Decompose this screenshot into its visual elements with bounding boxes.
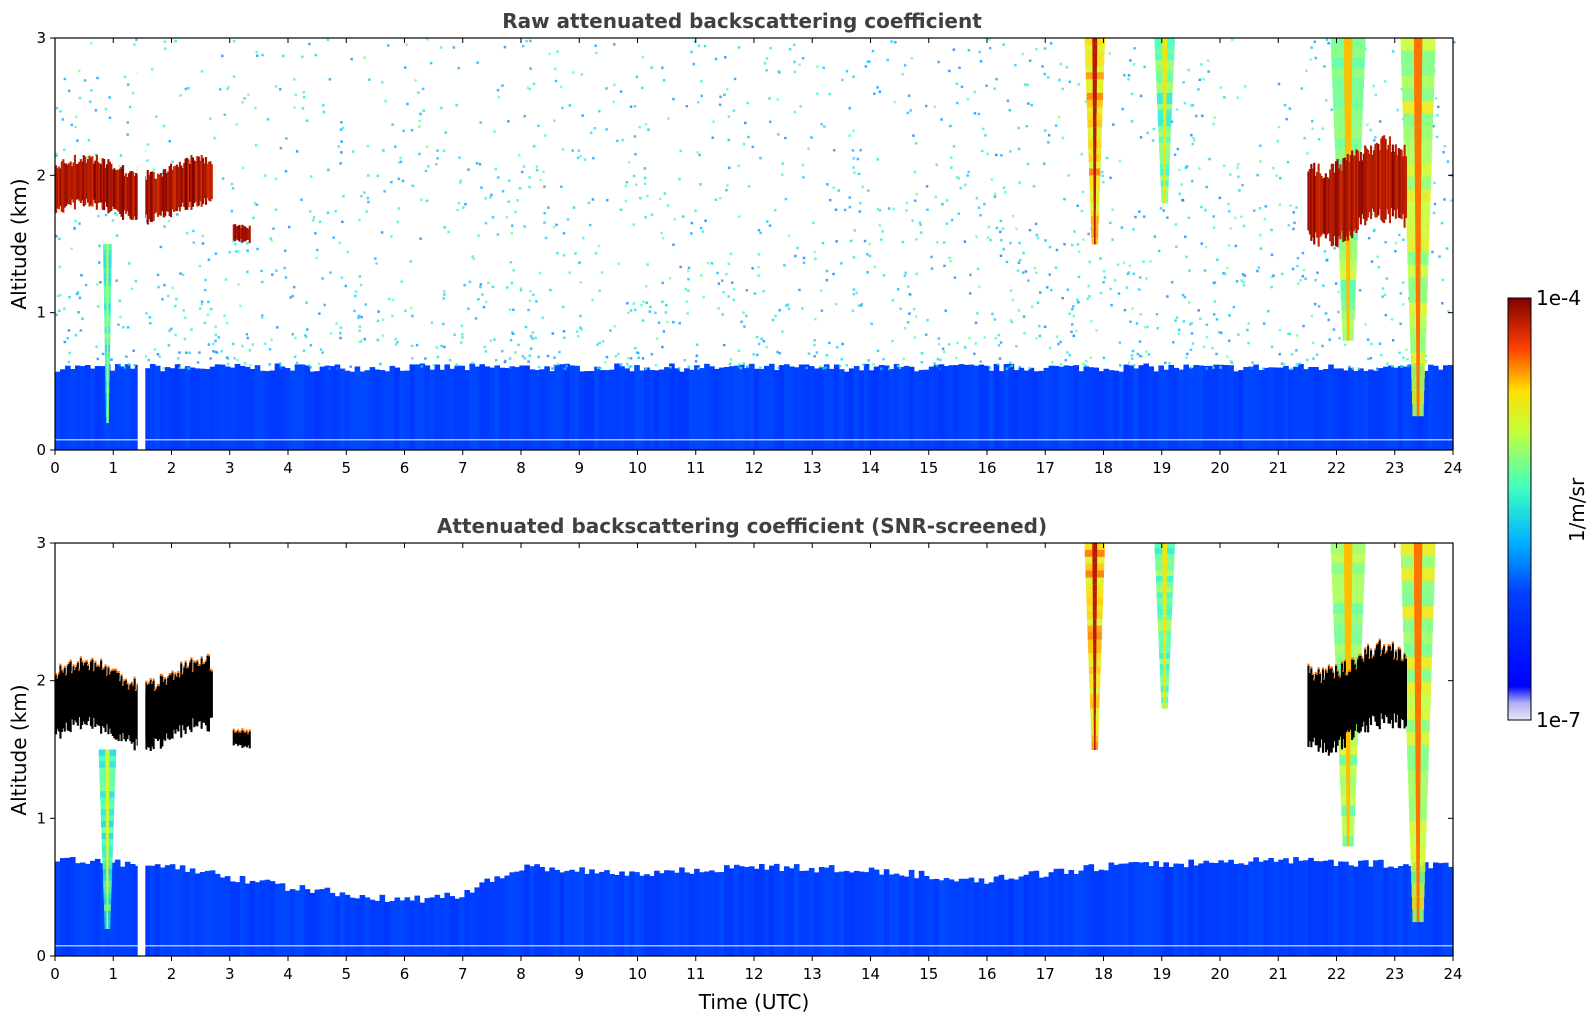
x-tick-label: 0 bbox=[50, 965, 60, 983]
colorbar-max-label: 1e-4 bbox=[1536, 286, 1581, 310]
x-tick-label: 2 bbox=[167, 459, 177, 477]
x-tick-label: 16 bbox=[977, 459, 996, 477]
panel-1-plot bbox=[55, 38, 1456, 450]
x-tick-label: 8 bbox=[516, 965, 526, 983]
panel-2-plot bbox=[55, 543, 1454, 956]
x-tick-label: 1 bbox=[108, 965, 118, 983]
panel-2-x-label: Time (UTC) bbox=[698, 990, 810, 1014]
feature-plume bbox=[1154, 543, 1175, 709]
x-tick-label: 13 bbox=[803, 965, 822, 983]
x-tick-label: 6 bbox=[400, 459, 410, 477]
panel-1-y-axis: 0 1 2 3 bbox=[36, 29, 1453, 459]
x-tick-label: 4 bbox=[283, 459, 293, 477]
x-tick-label: 22 bbox=[1327, 459, 1346, 477]
y-tick-label: 1 bbox=[36, 304, 46, 322]
feature-boundary-layer bbox=[55, 363, 1454, 450]
x-tick-label: 7 bbox=[458, 965, 468, 983]
x-tick-label: 11 bbox=[686, 459, 705, 477]
x-tick-label: 12 bbox=[744, 459, 763, 477]
x-tick-label: 17 bbox=[1036, 459, 1055, 477]
y-tick-label: 2 bbox=[36, 166, 46, 184]
x-tick-label: 2 bbox=[167, 965, 177, 983]
x-tick-label: 10 bbox=[628, 459, 647, 477]
feature-data-gap bbox=[137, 38, 146, 450]
x-tick-label: 23 bbox=[1385, 459, 1404, 477]
x-tick-label: 7 bbox=[458, 459, 468, 477]
feature-plume bbox=[1084, 543, 1105, 750]
x-tick-label: 11 bbox=[686, 965, 705, 983]
feature-cloud-layer bbox=[55, 653, 213, 751]
x-tick-label: 21 bbox=[1269, 459, 1288, 477]
x-tick-label: 6 bbox=[400, 965, 410, 983]
x-tick-label: 5 bbox=[341, 459, 351, 477]
feature-cloud-layer bbox=[1307, 638, 1407, 756]
x-tick-label: 17 bbox=[1036, 965, 1055, 983]
panel-1-y-label: Altitude (km) bbox=[7, 178, 31, 309]
x-tick-label: 20 bbox=[1210, 965, 1229, 983]
x-tick-label: 10 bbox=[628, 965, 647, 983]
colorbar-unit-label: 1/m/sr bbox=[1565, 477, 1589, 542]
feature-cloud-patch bbox=[232, 224, 251, 244]
feature-plume bbox=[1400, 543, 1436, 923]
x-tick-label: 15 bbox=[919, 459, 938, 477]
feature-plume bbox=[1084, 38, 1105, 245]
y-tick-label: 3 bbox=[36, 29, 46, 47]
x-tick-label: 4 bbox=[283, 965, 293, 983]
feature-plume bbox=[103, 244, 112, 424]
x-tick-label: 18 bbox=[1094, 459, 1113, 477]
x-tick-label: 21 bbox=[1269, 965, 1288, 983]
feature-plume bbox=[1154, 38, 1175, 204]
y-tick-label: 1 bbox=[36, 809, 46, 827]
x-tick-label: 3 bbox=[225, 459, 235, 477]
panel-1-x-axis: 0 1 2 3 4 5 6 7 8 9 10 11 12 13 14 15 16 17 18 19 20 21 22 23 24 bbox=[50, 38, 1463, 477]
colorbar-gradient bbox=[1507, 297, 1532, 721]
x-tick-label: 16 bbox=[977, 965, 996, 983]
feature-cloud-patch bbox=[232, 728, 251, 749]
x-tick-label: 19 bbox=[1152, 965, 1171, 983]
y-tick-label: 0 bbox=[36, 441, 46, 459]
feature-plume bbox=[1400, 38, 1436, 417]
feature-plume bbox=[98, 749, 117, 929]
x-tick-label: 3 bbox=[225, 965, 235, 983]
x-tick-label: 13 bbox=[803, 459, 822, 477]
panel-2-y-axis: 0 1 2 3 bbox=[36, 534, 1453, 965]
x-tick-label: 19 bbox=[1152, 459, 1171, 477]
x-tick-label: 0 bbox=[50, 459, 60, 477]
colorbar: 1e-4 1e-7 1/m/sr bbox=[1507, 286, 1589, 732]
feature-cloud-layer bbox=[1307, 135, 1407, 248]
x-tick-label: 24 bbox=[1443, 459, 1462, 477]
x-tick-label: 24 bbox=[1443, 965, 1462, 983]
panel-1-title: Raw attenuated backscattering coefficien… bbox=[502, 9, 982, 33]
x-tick-label: 9 bbox=[574, 459, 584, 477]
y-tick-label: 0 bbox=[36, 947, 46, 965]
x-tick-label: 8 bbox=[516, 459, 526, 477]
feature-data-gap bbox=[137, 543, 146, 956]
x-tick-label: 23 bbox=[1385, 965, 1404, 983]
x-tick-label: 12 bbox=[744, 965, 763, 983]
y-tick-label: 2 bbox=[36, 672, 46, 690]
x-tick-label: 14 bbox=[861, 459, 880, 477]
x-tick-label: 9 bbox=[574, 965, 584, 983]
panel-2-x-axis: 0 1 2 3 4 5 6 7 8 9 10 11 12 13 14 15 16 17 18 19 20 21 22 23 24 bbox=[50, 543, 1463, 983]
x-tick-label: 5 bbox=[341, 965, 351, 983]
y-tick-label: 3 bbox=[36, 534, 46, 552]
panel-2-title: Attenuated backscattering coefficient (S… bbox=[437, 514, 1047, 538]
x-tick-label: 22 bbox=[1327, 965, 1346, 983]
colorbar-min-label: 1e-7 bbox=[1536, 708, 1581, 732]
x-tick-label: 15 bbox=[919, 965, 938, 983]
panel-raw: Raw attenuated backscattering coefficien… bbox=[7, 9, 1463, 477]
x-tick-label: 18 bbox=[1094, 965, 1113, 983]
x-tick-label: 20 bbox=[1210, 459, 1229, 477]
x-tick-label: 1 bbox=[108, 459, 118, 477]
x-tick-label: 14 bbox=[861, 965, 880, 983]
panel-2-y-label: Altitude (km) bbox=[7, 684, 31, 815]
panel-snr: Attenuated backscattering coefficient (S… bbox=[7, 514, 1463, 1014]
